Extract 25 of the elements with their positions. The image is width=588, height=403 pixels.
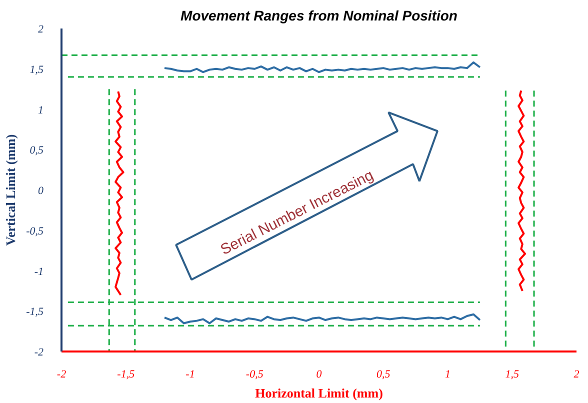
x-tick-label: 2 — [574, 368, 580, 380]
y-tick-label: 2 — [38, 24, 44, 36]
line-series — [164, 61, 481, 74]
y-tick-label: 0,5 — [30, 144, 44, 157]
line-series — [114, 90, 124, 296]
y-axis-title: Vertical Limit (mm) — [3, 134, 18, 246]
chart-title: Movement Ranges from Nominal Position — [180, 8, 458, 24]
x-tick-label: -1 — [186, 368, 195, 380]
y-tick-label: -1,5 — [26, 306, 44, 318]
y-tick-label: -2 — [34, 346, 44, 358]
y-tick-label: -1 — [34, 266, 44, 278]
x-tick-label: -1,5 — [117, 368, 136, 380]
x-axis-title: Horizontal Limit (mm) — [255, 386, 383, 400]
x-tick-label: 0,5 — [376, 368, 391, 380]
y-tick-label: 1 — [38, 104, 44, 116]
y-tick-label: 0 — [38, 185, 44, 197]
line-series — [518, 90, 526, 292]
x-tick-label: 1,5 — [505, 368, 520, 380]
line-series — [164, 313, 481, 324]
x-tick-label: -0,5 — [246, 368, 264, 380]
x-tick-label: 1 — [445, 368, 450, 380]
x-tick-label: -2 — [56, 368, 67, 380]
y-tick-label: -0,5 — [26, 225, 44, 238]
y-tick-label: 1,5 — [30, 64, 44, 76]
x-tick-label: 0 — [316, 368, 322, 380]
